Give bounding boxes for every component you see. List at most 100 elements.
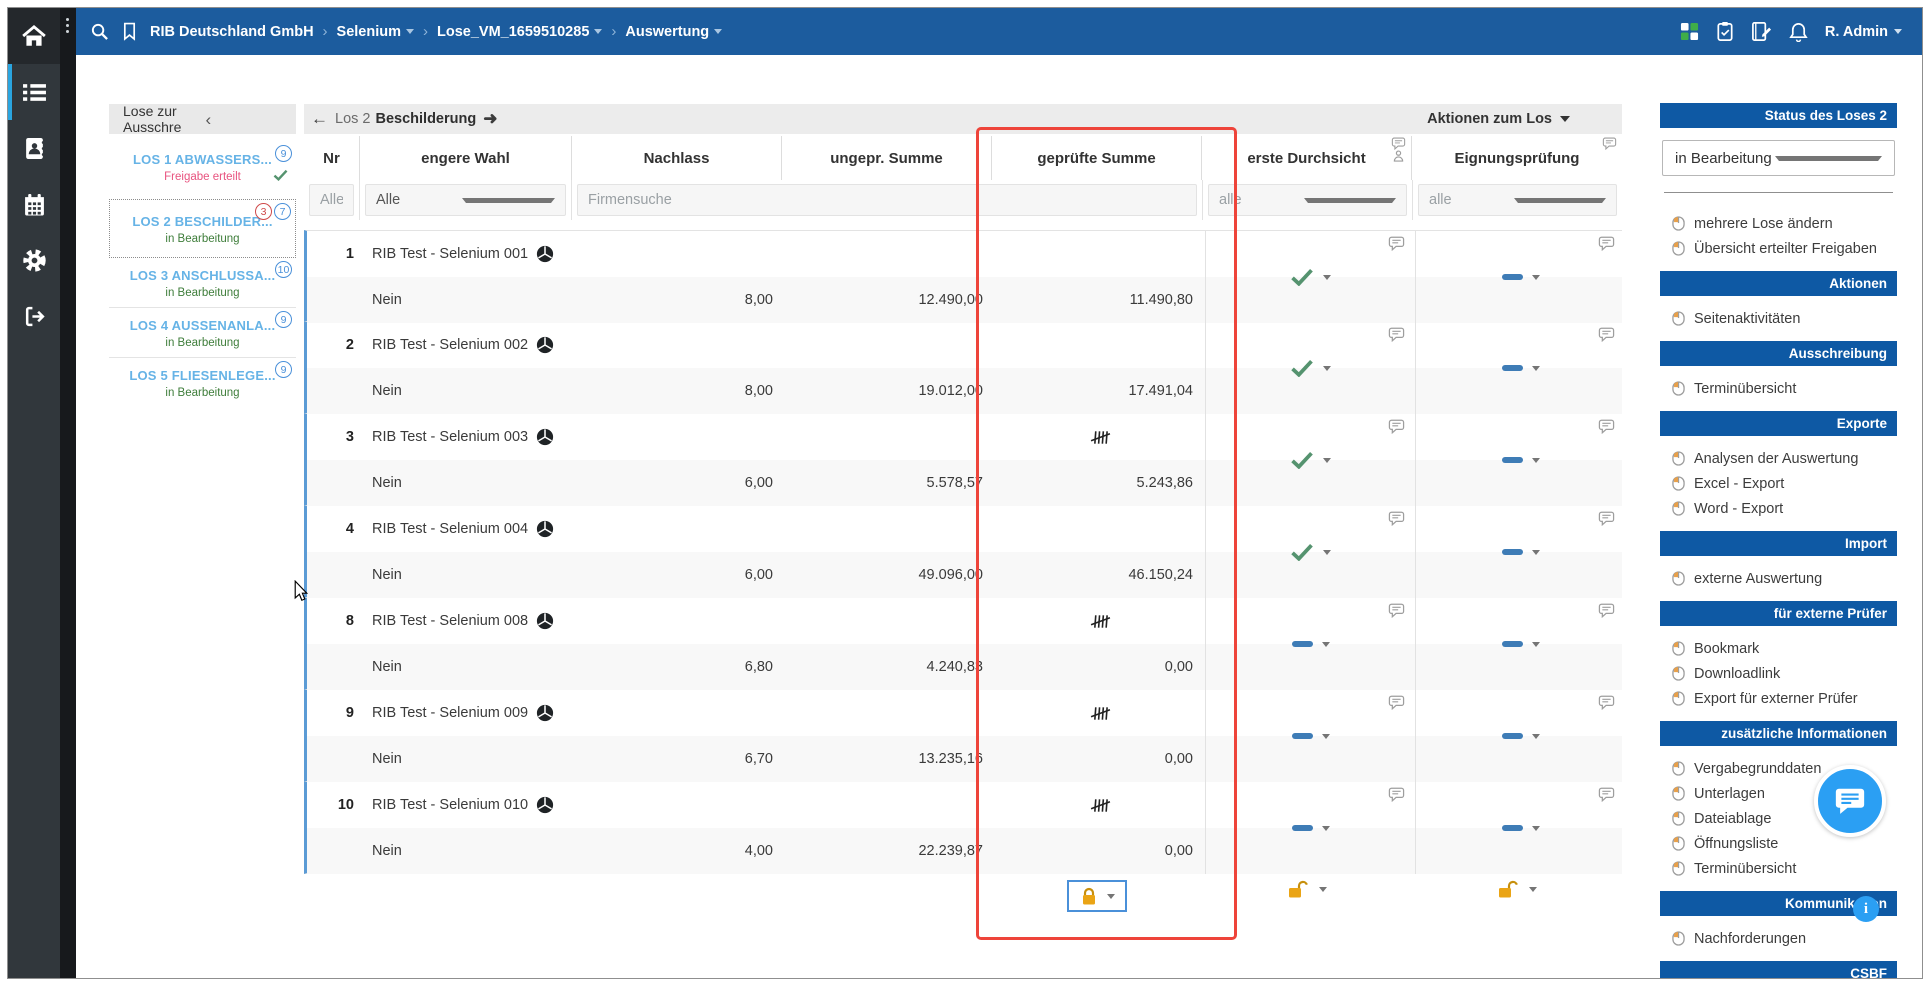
eignungspruefung-status[interactable] (1415, 414, 1625, 506)
nr-filter-input[interactable] (309, 184, 354, 216)
section-csbf: CSBF (1660, 961, 1897, 978)
rail-item-contacts[interactable] (8, 120, 60, 176)
comment-icon[interactable] (1388, 236, 1405, 251)
eignungspruefung-status[interactable] (1415, 322, 1625, 414)
comment-icon[interactable] (1598, 511, 1615, 526)
eignungspruefung-status[interactable] (1415, 231, 1625, 323)
rail-item-settings[interactable] (8, 232, 60, 288)
apps-grid-icon[interactable] (1680, 22, 1699, 41)
eignungspruefung-status[interactable] (1415, 690, 1625, 782)
breadcrumb-project[interactable]: Selenium (337, 24, 415, 40)
link-analysen-der-auswertung[interactable]: Analysen der Auswertung (1660, 446, 1897, 471)
rail-item-lists[interactable] (8, 64, 60, 120)
link-excel-export[interactable]: Excel - Export (1660, 471, 1897, 496)
breadcrumb-lose[interactable]: Lose_VM_1659510285 (437, 24, 603, 40)
col-eignungspruefung[interactable]: Eignungsprüfung (1412, 136, 1622, 180)
comment-icon[interactable] (1598, 787, 1615, 802)
bidder-row[interactable]: 3 RIB Test - Selenium 003 Nein 6,00 5.57… (304, 414, 1622, 506)
link-word-export[interactable]: Word - Export (1660, 496, 1897, 521)
comment-icon[interactable] (1598, 236, 1615, 251)
los-item-5[interactable]: 9 LOS 5 FLIESENLEGE... in Bearbeitung (109, 358, 296, 407)
comment-icon[interactable] (1388, 603, 1405, 618)
eignungspruefung-filter-select[interactable]: alle (1418, 184, 1617, 216)
eignungspruefung-status[interactable] (1415, 598, 1625, 690)
comment-icon[interactable] (1598, 695, 1615, 710)
kebab-menu-icon[interactable] (66, 18, 69, 36)
next-los-arrow[interactable]: ➜ (483, 109, 498, 128)
link-dateiablage[interactable]: Dateiablage (1660, 806, 1897, 831)
link-terminuebersicht-2[interactable]: Terminübersicht (1660, 856, 1897, 881)
los-item-1[interactable]: 9 LOS 1 ABWASSERS... Freigabe erteilt (109, 142, 296, 191)
link-export-fuer-externer-pruefer[interactable]: Export für externer Prüfer (1660, 686, 1897, 711)
gepruefte-summe-lock-button[interactable] (1067, 880, 1127, 912)
comment-icon[interactable] (1388, 511, 1405, 526)
col-nr[interactable]: Nr (304, 136, 360, 180)
bidder-row[interactable]: 8 RIB Test - Selenium 008 Nein 6,80 4.24… (304, 598, 1622, 690)
user-menu[interactable]: R. Admin (1825, 24, 1902, 40)
comment-icon[interactable] (1598, 419, 1615, 434)
bidder-row[interactable]: 1 RIB Test - Selenium 001 Nein 8,00 12.4… (304, 230, 1625, 323)
comment-icon[interactable] (1598, 327, 1615, 342)
aktionen-zum-los-menu[interactable]: Aktionen zum Los (1427, 111, 1622, 127)
link-downloadlink[interactable]: Downloadlink (1660, 661, 1897, 686)
erste-durchsicht-filter-select[interactable]: alle (1208, 184, 1407, 216)
erste-durchsicht-status[interactable] (1205, 506, 1415, 598)
los-item-3[interactable]: 10 LOS 3 ANSCHLUSSA... in Bearbeitung (109, 258, 296, 308)
comment-icon[interactable] (1388, 327, 1405, 342)
link-uebersicht-erteilter-freigaben[interactable]: Übersicht erteilter Freigaben (1660, 236, 1897, 261)
prev-los-arrow[interactable]: ← (311, 109, 328, 128)
erste-durchsicht-status[interactable] (1205, 414, 1415, 506)
rail-item-calendar[interactable] (8, 176, 60, 232)
erste-durchsicht-status[interactable] (1205, 231, 1415, 323)
eignungspruefung-status[interactable] (1415, 506, 1625, 598)
gear-icon (22, 248, 47, 273)
col-erste-durchsicht[interactable]: erste Durchsicht (1202, 136, 1412, 180)
link-nachforderungen[interactable]: Nachforderungen (1660, 926, 1897, 951)
link-oeffnungsliste[interactable]: Öffnungsliste (1660, 831, 1897, 856)
col-engere-wahl[interactable]: engere Wahl (360, 136, 572, 180)
firmensuche-input[interactable] (577, 184, 1197, 216)
comment-icon[interactable] (1388, 695, 1405, 710)
comment-icon[interactable] (1598, 603, 1615, 618)
breadcrumb-org[interactable]: RIB Deutschland GmbH (150, 23, 314, 40)
comment-icon[interactable] (1388, 419, 1405, 434)
eignungspruefung-status[interactable] (1415, 782, 1625, 874)
link-bookmark[interactable]: Bookmark (1660, 636, 1897, 661)
breadcrumb-auswertung[interactable]: Auswertung (625, 24, 723, 40)
erste-durchsicht-status[interactable] (1205, 322, 1415, 414)
los-item-4[interactable]: 9 LOS 4 AUSSENANLA... in Bearbeitung (109, 308, 296, 358)
rail-item-home[interactable] (8, 8, 60, 64)
erste-durchsicht-lock-button[interactable] (1287, 880, 1327, 898)
erste-durchsicht-status[interactable] (1205, 782, 1415, 874)
col-nachlass[interactable]: Nachlass (572, 136, 782, 180)
bookmark-icon[interactable] (122, 22, 137, 41)
bidder-row[interactable]: 4 RIB Test - Selenium 004 Nein 6,00 49.0… (304, 506, 1622, 598)
bidder-row[interactable]: 9 RIB Test - Selenium 009 Nein 6,70 13.2… (304, 690, 1622, 782)
link-terminuebersicht[interactable]: Terminübersicht (1660, 376, 1897, 401)
bidder-row[interactable]: 2 RIB Test - Selenium 002 Nein 8,00 19.0… (304, 322, 1622, 414)
chat-bubble-icon (1834, 786, 1866, 816)
bidder-row[interactable]: 10 RIB Test - Selenium 010 Nein 4,00 22.… (304, 782, 1622, 874)
link-seitenaktivitaeten[interactable]: Seitenaktivitäten (1660, 306, 1897, 331)
erste-durchsicht-status[interactable] (1205, 598, 1415, 690)
collapse-panel-icon[interactable]: ‹ (205, 109, 212, 129)
col-ungepr-summe[interactable]: ungepr. Summe (782, 136, 992, 180)
eignungspruefung-lock-button[interactable] (1497, 880, 1537, 898)
rail-item-logout[interactable] (8, 288, 60, 344)
guide-edit-icon[interactable] (1751, 21, 1772, 42)
link-unterlagen[interactable]: Unterlagen (1660, 781, 1897, 806)
link-externe-auswertung[interactable]: externe Auswertung (1660, 566, 1897, 591)
erste-durchsicht-status[interactable] (1205, 690, 1415, 782)
search-icon[interactable] (90, 22, 109, 41)
chat-widget-button[interactable] (1814, 765, 1886, 837)
link-vergabegrunddaten[interactable]: Vergabegrunddaten (1660, 756, 1897, 781)
bell-icon[interactable] (1789, 21, 1808, 42)
los-item-2-selected[interactable]: 3 7 LOS 2 BESCHILDER... in Bearbeitung (109, 199, 296, 258)
col-gepruefte-summe[interactable]: geprüfte Summe (992, 136, 1202, 180)
engere-wahl-filter-select[interactable]: Alle (365, 184, 566, 216)
los-status-select[interactable]: in Bearbeitung (1662, 140, 1895, 176)
info-widget-button[interactable]: i (1853, 896, 1879, 922)
comment-icon[interactable] (1388, 787, 1405, 802)
clipboard-check-icon[interactable] (1716, 21, 1734, 42)
link-mehrere-lose-aendern[interactable]: mehrere Lose ändern (1660, 211, 1897, 236)
